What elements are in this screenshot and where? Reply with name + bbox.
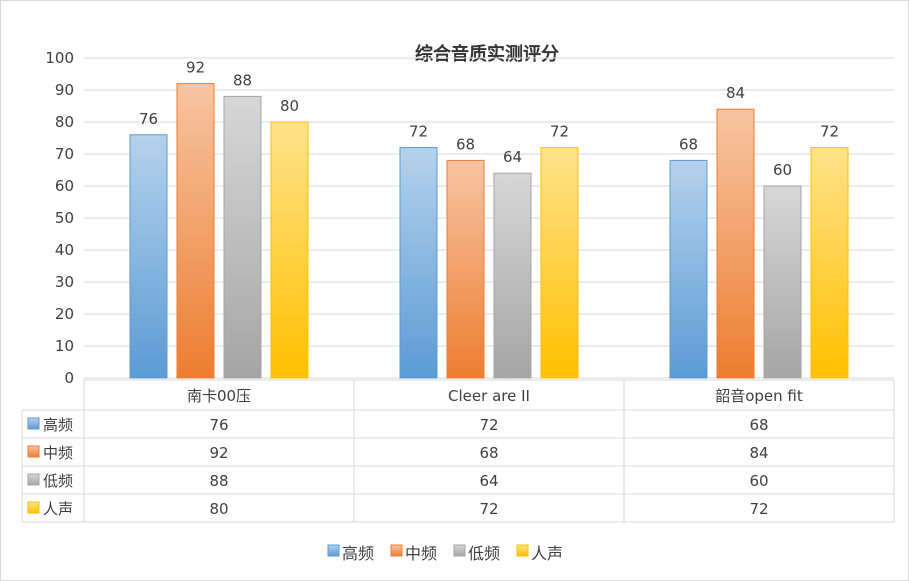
data-label: 60 (773, 161, 792, 179)
table-category-header: 韶音open fit (715, 387, 803, 405)
data-label: 72 (820, 123, 839, 141)
table-value: 72 (479, 500, 498, 518)
bar (716, 108, 755, 379)
y-tick-label: 70 (55, 145, 74, 163)
table-value: 76 (209, 416, 228, 434)
y-tick-label: 50 (55, 209, 74, 227)
data-label: 68 (679, 135, 698, 153)
table-series-name: 人声 (43, 500, 73, 518)
y-tick-label: 100 (45, 49, 74, 67)
bar (129, 134, 168, 379)
chart-title: 综合音质实测评分 (415, 43, 559, 65)
legend-key (390, 544, 403, 557)
bar (176, 83, 215, 379)
legend-label: 低频 (468, 544, 500, 563)
bar (669, 159, 708, 379)
data-label: 92 (186, 59, 205, 77)
y-tick-label: 90 (55, 81, 74, 99)
legend: 高频 中频 低频 人声 (327, 544, 563, 563)
table-series-name: 中频 (43, 444, 73, 462)
bar (223, 95, 262, 379)
data-label: 64 (503, 148, 522, 166)
table-value: 60 (749, 472, 768, 490)
bar (399, 147, 438, 379)
y-axis-ticks: 0 10 20 30 40 50 60 70 80 90 100 (45, 49, 74, 387)
table-value: 64 (479, 472, 498, 490)
data-label: 68 (456, 135, 475, 153)
legend-label: 人声 (531, 544, 563, 563)
data-label: 84 (726, 84, 745, 102)
legend-label: 中频 (405, 544, 437, 563)
table-value: 68 (749, 416, 768, 434)
table-legend-key (27, 501, 40, 514)
y-tick-label: 40 (55, 241, 74, 259)
table-series-name: 低频 (43, 472, 73, 490)
y-tick-label: 30 (55, 273, 74, 291)
data-label: 88 (233, 71, 252, 89)
table-value: 72 (749, 500, 768, 518)
data-labels: 76 92 88 80 72 68 64 72 68 84 60 72 (139, 59, 839, 179)
data-table: 南卡00压 Cleer are II 韶音open fit 高频 76 72 68 中频 92 6… (21, 379, 895, 523)
legend-key (327, 544, 340, 557)
bar (763, 185, 802, 379)
legend-label: 高频 (342, 544, 374, 563)
bar (270, 121, 309, 379)
y-tick-label: 20 (55, 305, 74, 323)
table-value: 88 (209, 472, 228, 490)
table-value: 92 (209, 444, 228, 462)
table-series-name: 高频 (43, 416, 73, 434)
bars (129, 83, 849, 379)
legend-key (453, 544, 466, 557)
data-label: 80 (280, 97, 299, 115)
data-label: 72 (409, 123, 428, 141)
y-tick-label: 60 (55, 177, 74, 195)
bar (540, 147, 579, 379)
table-category-header: Cleer are II (448, 387, 530, 405)
table-value: 84 (749, 444, 768, 462)
data-label: 72 (550, 123, 569, 141)
bar (493, 172, 532, 379)
data-label: 76 (139, 110, 158, 128)
table-category-header: 南卡00压 (187, 387, 251, 405)
bar (446, 159, 485, 379)
bar (810, 147, 849, 379)
table-value: 80 (209, 500, 228, 518)
table-value: 68 (479, 444, 498, 462)
table-legend-key (27, 417, 40, 430)
legend-key (516, 544, 529, 557)
table-value: 72 (479, 416, 498, 434)
gridlines (84, 57, 894, 379)
y-tick-label: 80 (55, 113, 74, 131)
table-legend-key (27, 445, 40, 458)
table-legend-key (27, 473, 40, 486)
y-tick-label: 10 (55, 337, 74, 355)
y-tick-label: 0 (64, 369, 74, 387)
